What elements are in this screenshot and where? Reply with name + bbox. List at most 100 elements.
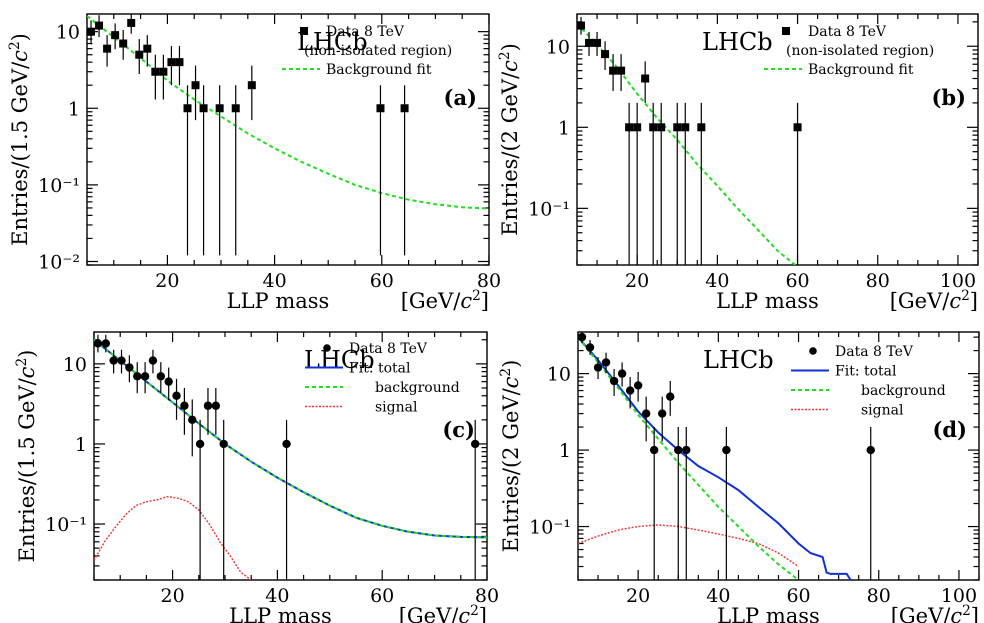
data-point [697, 123, 706, 132]
x-tick-label: 80 [866, 270, 890, 292]
x-tick-label: 20 [161, 585, 185, 607]
data-point [199, 104, 208, 113]
legend-entry: Data 8 TeV [835, 344, 914, 360]
y-tick-label: 10⁻¹ [528, 198, 570, 220]
data-point [247, 81, 256, 90]
y-tick-label: 1 [75, 434, 87, 456]
data-point [111, 31, 120, 40]
data-point [666, 392, 675, 401]
legend-entry: (non-isolated region) [786, 43, 934, 59]
data-point [793, 123, 802, 132]
x-tick-label: 20 [626, 585, 650, 607]
y-axis-title: Entries/(2 GeV/c2) [497, 43, 522, 236]
data-point [127, 18, 136, 27]
y-tick-label: 10⁻² [38, 251, 80, 273]
legend-marker-square [782, 27, 790, 35]
data-point [211, 401, 221, 410]
y-tick-label: 10 [547, 364, 571, 386]
data-point [577, 21, 586, 30]
data-point [180, 401, 189, 410]
x-axis-unit: [GeV/c2] [399, 603, 487, 623]
panel-label: (d) [932, 417, 967, 442]
x-tick-label: 40 [705, 270, 729, 292]
data-point [87, 27, 96, 36]
y-tick-label: 10⁻¹ [38, 175, 80, 197]
data-point [601, 358, 611, 367]
data-point [400, 104, 409, 113]
data-point [188, 415, 197, 425]
data-point [681, 123, 690, 132]
data-point [657, 123, 666, 132]
data-point [617, 369, 627, 378]
data-point [866, 445, 875, 455]
y-axis-title: Entries/(1.5 GeV/c2) [14, 350, 39, 563]
panel-label: (a) [444, 85, 477, 110]
data-point [117, 356, 126, 365]
panel-c: 20 40 60 80 10⁻¹ 1 10 LLP mass [GeV/c2] Entries/(… [14, 331, 499, 623]
x-axis-title: LLP mass [227, 289, 330, 313]
data-point [156, 372, 166, 381]
legend-entry: Fit: total [349, 361, 411, 377]
y-tick-label: 10 [56, 22, 80, 44]
legend-marker-dot [323, 344, 331, 352]
data-point [585, 343, 595, 352]
data-point [195, 439, 205, 449]
legend-entry: signal [375, 400, 418, 416]
x-tick-label: 100 [940, 270, 976, 292]
data-point [191, 81, 200, 90]
signal-curve [94, 495, 252, 580]
legend-marker-dot [809, 347, 817, 355]
data-point [93, 339, 103, 348]
data-point [231, 104, 240, 113]
data-point [593, 363, 603, 372]
x-tick-label: 60 [785, 270, 809, 292]
y-tick-label: 1 [558, 117, 570, 139]
data-point [722, 445, 731, 455]
data-point [159, 67, 168, 76]
x-tick-label: 60 [370, 270, 394, 292]
background-fit-curve [94, 339, 487, 539]
x-tick-label: 20 [155, 270, 179, 292]
x-tick-label: 20 [625, 270, 649, 292]
data-point [633, 381, 643, 390]
y-tick-label: 10⁻¹ [45, 514, 87, 536]
data-point [219, 439, 228, 449]
legend-entry: Data 8 TeV [326, 24, 405, 40]
data-point [140, 372, 150, 381]
data-point [682, 445, 691, 455]
x-tick-label: 60 [786, 585, 810, 607]
panel-a: 20 40 60 80 10⁻² 10⁻¹ 1 10 LLP mass [GeV/c2] Entri… [7, 13, 501, 313]
panel-b: 20 40 60 80 100 10⁻¹ 1 10 LLP mass [GeV/c2] Entrie… [497, 13, 979, 313]
data-point [617, 66, 626, 75]
data-point [609, 376, 619, 386]
legend-entry: background [375, 380, 460, 396]
data-point [641, 409, 651, 418]
x-tick-label: 80 [867, 585, 891, 607]
legend-entry: Data 8 TeV [808, 24, 887, 40]
data-point [133, 372, 142, 381]
x-tick-label: 40 [706, 585, 730, 607]
panel-d: 20 40 60 80 100 10⁻¹ 1 10 LLP mass [GeV/c2] Entrie… [498, 331, 980, 623]
data-point [585, 38, 594, 47]
data-point [577, 332, 587, 342]
data-point [625, 123, 634, 132]
data-point [215, 104, 224, 113]
data-point [103, 44, 112, 53]
x-axis-title: LLP mass [229, 604, 332, 623]
data-point [674, 445, 683, 455]
data-point [609, 66, 618, 75]
y-axis-title: Entries/(1.5 GeV/c2) [7, 33, 32, 246]
x-tick-label: 40 [265, 585, 289, 607]
data-point [172, 391, 181, 400]
x-tick-label: 80 [477, 270, 501, 292]
data-point [641, 74, 650, 83]
data-point [471, 439, 480, 449]
data-point [167, 58, 176, 67]
x-axis-title: LLP mass [717, 604, 820, 623]
experiment-label: LHCb [297, 28, 368, 56]
experiment-label: LHCb [703, 346, 774, 374]
y-tick-label: 10⁻¹ [529, 517, 571, 539]
x-axis-unit: [GeV/c2] [891, 603, 979, 623]
data-point [151, 67, 160, 76]
data-point [633, 123, 642, 132]
